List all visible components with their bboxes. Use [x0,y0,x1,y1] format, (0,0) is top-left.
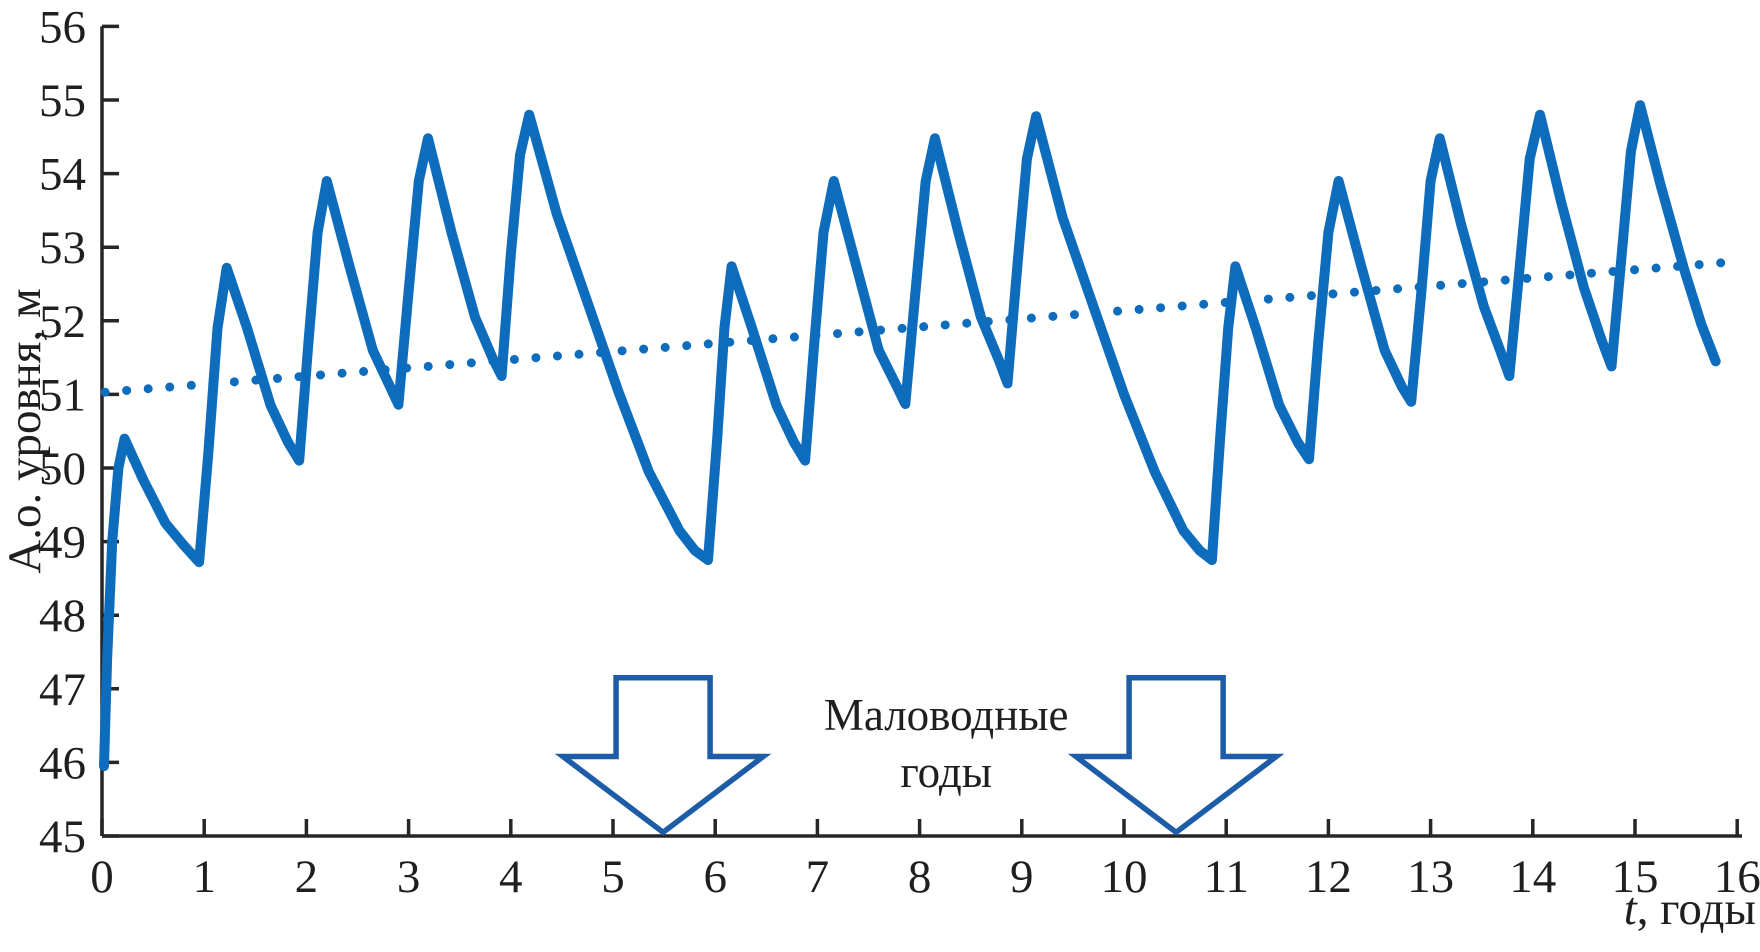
y-tick-label: 56 [39,1,86,53]
annotation-line-1: Маловодные [824,690,1069,740]
y-tick-label: 52 [39,296,86,348]
x-tick-label: 13 [1407,851,1454,903]
y-tick-label: 53 [39,222,86,274]
y-tick-label: 55 [39,75,86,127]
x-axis-label: t, годы [1624,883,1756,935]
x-tick-label: 2 [295,851,319,903]
data-series [99,100,1728,772]
x-tick-label: 14 [1509,851,1556,903]
y-tick-label: 51 [39,369,86,421]
x-tick-label: 7 [806,851,830,903]
annotation-line-2: годы [900,747,992,797]
low-water-arrow-left [554,675,772,836]
x-axis-label-variable: t [1624,883,1638,935]
y-tick-label: 50 [39,443,86,495]
x-tick-label: 10 [1101,851,1148,903]
x-tick-label: 1 [192,851,216,903]
low-water-arrow-right [1067,675,1285,836]
low-water-arrows [554,675,1285,836]
x-tick-label: 16 [1714,851,1760,903]
tick-labels: 0 1 2 3 4 5 6 7 8 9 10 11 12 13 14 15 164546474849505152… [39,1,1760,903]
x-axis-label-units: , годы [1637,883,1756,935]
x-tick-label: 15 [1612,851,1659,903]
y-tick-label: 48 [39,590,86,642]
x-tick-label: 3 [397,851,421,903]
x-tick-label: 11 [1204,851,1249,903]
y-tick-label: 47 [39,664,86,716]
x-tick-label: 4 [499,851,523,903]
x-tick-label: 0 [90,851,114,903]
y-tick-label: 49 [39,517,86,569]
y-tick-label: 54 [39,149,86,201]
x-tick-label: 6 [703,851,727,903]
x-tick-label: 9 [1010,851,1034,903]
x-tick-label: 12 [1305,851,1352,903]
x-tick-label: 8 [908,851,932,903]
y-tick-label: 46 [39,737,86,789]
y-axis-label: А.о. уровня, м [0,288,51,573]
water-level-line [99,100,1721,772]
y-tick-label: 45 [39,811,86,863]
x-tick-label: 5 [601,851,625,903]
